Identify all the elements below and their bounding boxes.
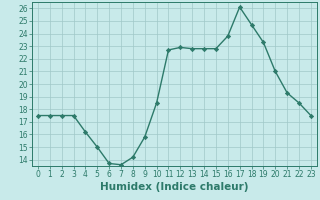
X-axis label: Humidex (Indice chaleur): Humidex (Indice chaleur) <box>100 182 249 192</box>
